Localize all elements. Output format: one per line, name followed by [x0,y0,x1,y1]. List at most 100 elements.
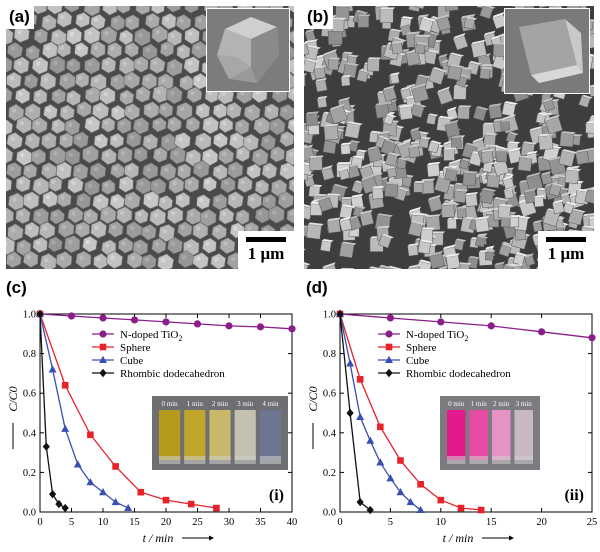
legend-entry: Rhombic dodecahedron [406,368,511,380]
vial-time-label: 4 min [262,400,279,408]
data-point [162,318,170,326]
data-point [366,505,374,515]
vial-time-label: 0 min [448,400,465,408]
vial [469,410,488,460]
data-point [487,322,495,330]
legend-marker [99,355,107,363]
data-point [87,431,94,439]
data-point [49,489,57,499]
data-point [162,496,170,504]
x-tick-label: 5 [69,517,74,528]
y-axis-label: C/C0 [306,386,320,411]
data-point [437,318,445,326]
data-point [406,497,415,506]
scale-bar-line [246,237,286,242]
x-tick-label: 0 [37,517,42,528]
vial [184,410,206,460]
y-axis-label: C/C0 [6,386,20,411]
data-point [225,322,233,330]
x-tick-label: 30 [224,517,235,528]
x-tick-label: 15 [129,517,140,528]
series-diamond [336,309,374,515]
scale-bar-line [546,237,586,242]
data-point [588,334,596,342]
data-point [55,499,63,509]
legend-marker [99,330,107,338]
sem-image-rhombic-dodecahedra: (a) 1 μm [6,6,294,269]
x-tick-label: 5 [388,517,393,528]
sem-image-cubes: (b) 1 μm [304,6,594,269]
data-point [457,504,465,512]
vial [492,410,511,460]
vial-time-label: 0 min [162,400,179,408]
legend-entry: Cube [120,355,143,367]
data-point [366,436,375,444]
legend-entry: Cube [406,355,429,367]
data-point [346,359,355,367]
vial-time-label: 3 min [516,400,533,408]
legend-marker [385,355,393,363]
panel-letter-a: (a) [6,6,34,29]
y-tick-label: 0.6 [23,389,36,400]
vial-time-label: 2 min [212,400,229,408]
series-circle [36,310,296,333]
vial [234,410,256,460]
y-tick-label: 0.4 [323,428,337,439]
legend-entry: Sphere [406,342,437,354]
x-axis-label: t / min [143,531,174,545]
series-triangle [336,309,425,514]
inset-vials-photo: 0 min 1 min 2 min 3 min [440,396,540,470]
x-tick-label: 40 [287,517,298,528]
legend-marker [385,330,393,338]
legend-entry: Sphere [120,342,151,354]
chart-panel-label: (i) [269,487,284,504]
x-tick-label: 20 [536,517,547,528]
series-square [336,310,485,514]
series-square [36,310,220,512]
panel-letter-b: (b) [304,6,333,29]
data-point [61,424,70,432]
vial [514,410,533,460]
data-point [356,376,364,383]
data-point [477,506,485,514]
legend-marker [385,343,393,351]
x-tick-label: 25 [587,517,598,528]
series-line [39,313,217,509]
x-tick-label: 25 [192,517,203,528]
data-point [396,488,405,496]
series-line [39,313,129,509]
vial-time-label: 1 min [471,400,488,408]
dodecahedron-crystal-icon [207,9,289,91]
data-point [86,478,95,486]
x-tick-label: 15 [486,517,497,528]
series-line [339,313,593,339]
legend-entry: Rhombic dodecahedron [120,368,225,380]
legend-marker [99,343,107,351]
vial [159,410,181,460]
data-point [67,312,76,320]
y-tick-label: 1.0 [323,310,336,321]
data-point [36,309,44,319]
data-point [111,497,120,506]
y-tick-label: 0.6 [323,389,336,400]
legend-entry: N-doped TiO2 [406,329,468,343]
data-point [288,325,296,333]
y-tick-label: 0.0 [323,508,336,519]
chart-c: 0 5 10 15 20 25 30 35 40 0.0 0.2 0.4 0.6 0.8 1.0 t / mi… [0,296,300,552]
vial-time-label: 3 min [237,400,254,408]
data-point [397,457,404,464]
data-point [124,503,133,512]
data-point [346,408,354,418]
cube-crystal-icon [505,9,589,93]
legend-marker [385,368,393,378]
x-tick-label: 10 [98,517,109,528]
y-tick-label: 0.4 [23,428,37,439]
x-tick-label: 35 [255,517,266,528]
x-tick-label: 20 [161,517,172,528]
data-point [336,309,344,319]
y-tick-label: 0.0 [23,508,36,519]
y-tick-label: 1.0 [23,310,36,321]
data-point [356,497,364,507]
